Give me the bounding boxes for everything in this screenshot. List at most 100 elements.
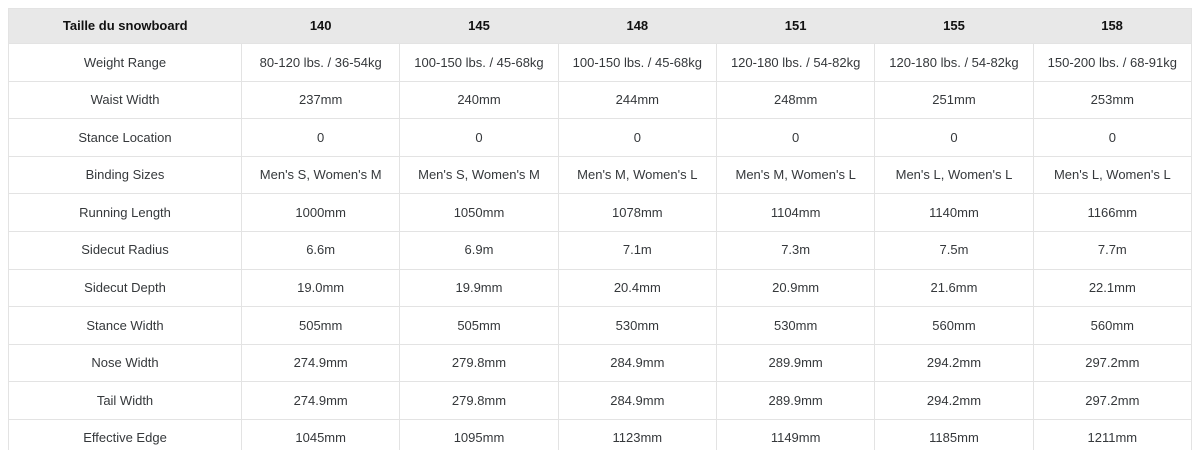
spec-cell: Men's S, Women's M (240, 155, 400, 194)
spec-row-label: Binding Sizes (8, 155, 242, 194)
spec-cell: 150-200 lbs. / 68-91kg (1032, 43, 1192, 82)
spec-cell: 1045mm (240, 418, 400, 450)
spec-cell: 80-120 lbs. / 36-54kg (240, 43, 400, 82)
spec-cell: 284.9mm (557, 381, 717, 420)
spec-cell: 505mm (240, 306, 400, 345)
spec-cell: 0 (399, 118, 559, 157)
spec-row-label: Stance Location (8, 118, 242, 157)
spec-row: Binding Sizes Men's S, Women's M Men's S, … (8, 155, 1192, 194)
spec-cell: 0 (240, 118, 400, 157)
spec-cell: Men's M, Women's L (715, 155, 875, 194)
spec-cell: 7.7m (1032, 230, 1192, 270)
spec-cell: Men's M, Women's L (557, 155, 717, 194)
spec-cell: Men's L, Women's L (1032, 155, 1192, 194)
spec-cell: 0 (715, 118, 875, 157)
spec-cell: 1185mm (874, 418, 1034, 450)
spec-row: Sidecut Depth 19.0mm 19.9mm 20.4mm 20.9mm 21.… (8, 268, 1192, 307)
spec-cell: 1000mm (240, 193, 400, 232)
spec-cell: 7.5m (874, 230, 1034, 270)
spec-cell: 289.9mm (715, 343, 875, 382)
size-column-header: 155 (874, 8, 1034, 44)
spec-cell: 279.8mm (399, 381, 559, 420)
spec-table-head: Taille du snowboard 140 145 148 151 155 158 (8, 8, 1192, 44)
spec-cell: 120-180 lbs. / 54-82kg (874, 43, 1034, 82)
spec-cell: 1123mm (557, 418, 717, 450)
spec-row: Running Length 1000mm 1050mm 1078mm 1104mm 11… (8, 193, 1192, 232)
spec-cell: 19.9mm (399, 268, 559, 307)
spec-row-label: Waist Width (8, 80, 242, 119)
spec-cell: 100-150 lbs. / 45-68kg (399, 43, 559, 82)
spec-cell: 530mm (557, 306, 717, 345)
spec-row: Waist Width 237mm 240mm 244mm 248mm 251mm 253m… (8, 80, 1192, 119)
spec-cell: 20.9mm (715, 268, 875, 307)
size-column-header: 145 (399, 8, 559, 44)
spec-cell: Men's S, Women's M (399, 155, 559, 194)
spec-row: Stance Width 505mm 505mm 530mm 530mm 560mm 560… (8, 306, 1192, 345)
size-column-header: 148 (558, 8, 717, 44)
spec-cell: 560mm (1032, 306, 1192, 345)
spec-cell: 6.9m (399, 230, 559, 270)
spec-cell: 294.2mm (874, 381, 1034, 420)
spec-cell: 284.9mm (557, 343, 717, 382)
spec-cell: Men's L, Women's L (874, 155, 1034, 194)
spec-table-body: Weight Range 80-120 lbs. / 36-54kg 100-150… (8, 43, 1192, 450)
spec-cell: 22.1mm (1032, 268, 1192, 307)
spec-cell: 1149mm (715, 418, 875, 450)
snowboard-spec-table: Taille du snowboard 140 145 148 151 155 158 W… (8, 8, 1192, 450)
spec-cell: 237mm (240, 80, 400, 119)
spec-table-corner-header: Taille du snowboard (8, 8, 242, 44)
spec-cell: 1166mm (1032, 193, 1192, 232)
spec-cell: 274.9mm (240, 343, 400, 382)
spec-row: Weight Range 80-120 lbs. / 36-54kg 100-150… (8, 43, 1192, 82)
spec-cell: 297.2mm (1032, 381, 1192, 420)
spec-cell: 274.9mm (240, 381, 400, 420)
spec-cell: 20.4mm (557, 268, 717, 307)
size-column-header: 140 (241, 8, 400, 44)
spec-cell: 1104mm (715, 193, 875, 232)
spec-cell: 248mm (715, 80, 875, 119)
spec-cell: 0 (1032, 118, 1192, 157)
spec-row: Tail Width 274.9mm 279.8mm 284.9mm 289.9mm 29… (8, 381, 1192, 420)
spec-cell: 530mm (715, 306, 875, 345)
spec-cell: 0 (557, 118, 717, 157)
size-column-header: 158 (1033, 8, 1192, 44)
spec-row: Effective Edge 1045mm 1095mm 1123mm 1149mm 11… (8, 418, 1192, 450)
spec-cell: 120-180 lbs. / 54-82kg (715, 43, 875, 82)
spec-cell: 0 (874, 118, 1034, 157)
spec-cell: 1140mm (874, 193, 1034, 232)
spec-cell: 294.2mm (874, 343, 1034, 382)
spec-cell: 244mm (557, 80, 717, 119)
spec-cell: 1078mm (557, 193, 717, 232)
spec-cell: 19.0mm (240, 268, 400, 307)
spec-cell: 253mm (1032, 80, 1192, 119)
spec-row: Stance Location 0 0 0 0 0 0 (8, 118, 1192, 157)
spec-cell: 251mm (874, 80, 1034, 119)
spec-cell: 7.1m (557, 230, 717, 270)
spec-row: Nose Width 274.9mm 279.8mm 284.9mm 289.9mm 29… (8, 343, 1192, 382)
spec-table-header-row: Taille du snowboard 140 145 148 151 155 158 (8, 8, 1192, 44)
spec-cell: 505mm (399, 306, 559, 345)
spec-cell: 289.9mm (715, 381, 875, 420)
size-column-header: 151 (716, 8, 875, 44)
spec-row-label: Effective Edge (8, 418, 242, 450)
spec-cell: 7.3m (715, 230, 875, 270)
spec-cell: 240mm (399, 80, 559, 119)
spec-cell: 6.6m (240, 230, 400, 270)
spec-cell: 100-150 lbs. / 45-68kg (557, 43, 717, 82)
spec-cell: 1211mm (1032, 418, 1192, 450)
spec-cell: 1050mm (399, 193, 559, 232)
spec-cell: 1095mm (399, 418, 559, 450)
spec-row-label: Weight Range (8, 43, 242, 82)
spec-row-label: Sidecut Radius (8, 230, 242, 270)
spec-cell: 21.6mm (874, 268, 1034, 307)
spec-cell: 279.8mm (399, 343, 559, 382)
spec-cell: 560mm (874, 306, 1034, 345)
spec-cell: 297.2mm (1032, 343, 1192, 382)
spec-row: Sidecut Radius 6.6m 6.9m 7.1m 7.3m 7.5m 7.7m (8, 230, 1192, 270)
spec-row-label: Tail Width (8, 381, 242, 420)
spec-row-label: Running Length (8, 193, 242, 232)
snowboard-spec-table-container: Taille du snowboard 140 145 148 151 155 158 W… (8, 8, 1192, 450)
spec-row-label: Stance Width (8, 306, 242, 345)
spec-row-label: Nose Width (8, 343, 242, 382)
spec-row-label: Sidecut Depth (8, 268, 242, 307)
